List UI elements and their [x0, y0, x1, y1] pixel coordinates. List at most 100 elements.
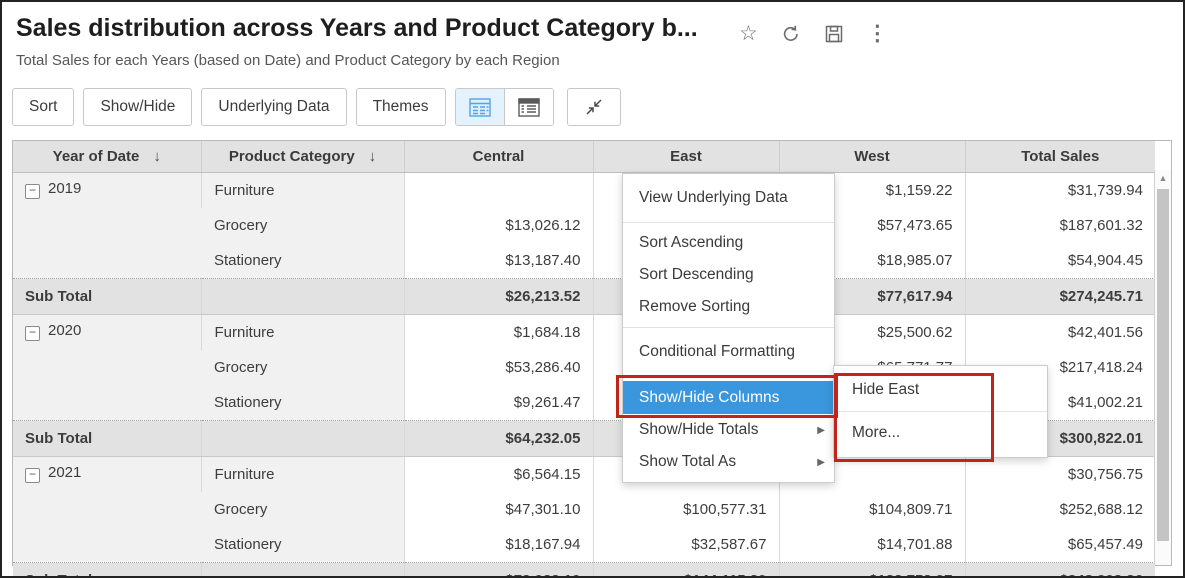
themes-button[interactable]: Themes — [355, 88, 446, 126]
view-toggle-group — [454, 88, 554, 126]
menu-separator — [623, 376, 834, 377]
context-menu-item-label: Sort Ascending — [639, 234, 744, 251]
category-cell[interactable]: Stationery — [201, 385, 404, 421]
category-cell[interactable]: Stationery — [201, 243, 404, 279]
table-row: −2021 Furniture $6,564.15 $30,756.75 — [13, 456, 1155, 563]
column-header-central[interactable]: Central — [403, 141, 593, 173]
context-menu-item-label: Remove Sorting — [639, 298, 751, 315]
value-cell-west[interactable]: $25,500.62 — [778, 314, 965, 350]
category-cell[interactable]: Stationery — [201, 527, 404, 563]
column-header-east[interactable]: East — [592, 141, 779, 173]
table-row: Stationery $18,167.94 $32,587.67 $14,701.88… — [13, 527, 1155, 563]
collapse-arrows-icon — [584, 97, 604, 117]
column-header-product-category[interactable]: Product Category ↓ — [200, 141, 404, 173]
context-menu-item-remove-sorting[interactable]: Remove Sorting — [623, 291, 834, 323]
subtotal-value-total[interactable]: $348,902.36 — [964, 562, 1155, 576]
value-cell-total[interactable]: $252,688.12 — [964, 492, 1155, 527]
context-menu-item-view-underlying-data[interactable]: View Underlying Data — [623, 178, 834, 218]
context-menu-item-label: Show/Hide Columns — [639, 389, 780, 406]
toolbar: Sort Show/Hide Underlying Data Themes — [12, 88, 621, 126]
value-cell-central[interactable]: $53,286.40 — [403, 350, 593, 385]
scroll-up-icon[interactable]: ▲ — [1158, 173, 1168, 183]
value-cell-central[interactable]: $47,301.10 — [403, 492, 593, 527]
column-header-total-sales[interactable]: Total Sales — [964, 141, 1155, 173]
value-cell-total[interactable]: $30,756.75 — [964, 456, 1155, 492]
value-cell-west[interactable]: $14,701.88 — [778, 527, 965, 563]
category-cell[interactable]: Furniture — [200, 172, 404, 208]
value-cell-east[interactable]: $100,577.31 — [592, 492, 779, 527]
year-label: 2019 — [48, 180, 82, 197]
column-header-label: West — [854, 148, 890, 165]
collapse-all-button[interactable] — [566, 88, 621, 126]
context-menu-item-conditional-formatting[interactable]: Conditional Formatting — [623, 332, 834, 372]
refresh-icon[interactable] — [781, 24, 801, 44]
value-cell-central[interactable] — [403, 172, 593, 208]
year-cell[interactable]: −2019 — [13, 172, 201, 279]
column-header-label: Total Sales — [1021, 148, 1100, 165]
value-cell-west[interactable]: $104,809.71 — [778, 492, 965, 527]
page-title: Sales distribution across Years and Prod… — [16, 14, 698, 42]
subtotal-value-east[interactable]: $144,115.20 — [592, 562, 779, 576]
category-cell[interactable]: Grocery — [201, 492, 404, 527]
category-cell[interactable]: Grocery — [201, 208, 404, 243]
favorite-icon[interactable]: ☆ — [739, 22, 758, 45]
sort-descending-icon: ↓ — [153, 148, 161, 165]
column-header-label: East — [670, 148, 702, 165]
value-cell-total[interactable]: $42,401.56 — [964, 314, 1155, 350]
submenu-item-more-[interactable]: More... — [852, 424, 901, 441]
value-cell-central[interactable]: $13,026.12 — [403, 208, 593, 243]
context-menu-item-label: Sort Descending — [639, 266, 754, 283]
value-cell-central[interactable]: $1,684.18 — [403, 314, 593, 350]
subtotal-value-central[interactable]: $26,213.52 — [403, 278, 593, 315]
more-options-icon[interactable]: ⋮ — [866, 22, 888, 45]
context-menu-item-show-hide-totals[interactable]: Show/Hide Totals ▶ — [623, 414, 834, 446]
column-header-year-of-date[interactable]: Year of Date ↓ — [13, 141, 201, 173]
value-cell-central[interactable]: $6,564.15 — [403, 456, 593, 492]
value-cell-central[interactable]: $9,261.47 — [403, 385, 593, 421]
save-icon[interactable] — [824, 24, 844, 44]
context-menu-item-sort-descending[interactable]: Sort Descending — [623, 259, 834, 291]
underlying-data-button[interactable]: Underlying Data — [201, 88, 347, 126]
collapse-icon[interactable]: − — [25, 184, 40, 199]
subtotal-value-central[interactable]: $64,232.05 — [403, 420, 593, 457]
context-menu-item-show-total-as[interactable]: Show Total As ▶ — [623, 446, 834, 478]
sort-button[interactable]: Sort — [12, 88, 75, 126]
pivot-table-icon — [517, 97, 540, 117]
category-cell[interactable]: Grocery — [201, 350, 404, 385]
value-cell-total[interactable]: $54,904.45 — [964, 243, 1155, 279]
pivot-view-button[interactable] — [503, 89, 553, 125]
submenu-arrow-icon: ▶ — [817, 425, 825, 436]
column-header-west[interactable]: West — [778, 141, 965, 173]
grid-view-button[interactable] — [455, 89, 504, 125]
subtotal-value-total[interactable]: $274,245.71 — [964, 278, 1155, 315]
grid-table-icon — [468, 97, 491, 117]
value-cell-central[interactable]: $13,187.40 — [403, 243, 593, 279]
year-cell[interactable]: −2021 — [13, 456, 201, 563]
submenu-item-hide-east[interactable]: Hide East — [852, 381, 920, 398]
table-row: −2020 Furniture $1,684.18 $25,500.62 $42,401… — [13, 314, 1155, 421]
context-menu-item-sort-ascending[interactable]: Sort Ascending — [623, 227, 834, 259]
scrollbar-thumb[interactable] — [1157, 189, 1169, 541]
value-cell-total[interactable]: $65,457.49 — [964, 527, 1155, 563]
category-cell[interactable]: Furniture — [200, 456, 404, 492]
subtotal-value-central[interactable]: $72,033.19 — [403, 562, 593, 576]
subtotal-label: Sub Total — [13, 420, 201, 457]
value-cell-total[interactable]: $187,601.32 — [964, 208, 1155, 243]
table-row: Grocery $47,301.10 $100,577.31 $104,809.71 $… — [13, 492, 1155, 527]
collapse-icon[interactable]: − — [25, 468, 40, 483]
value-cell-central[interactable]: $18,167.94 — [403, 527, 593, 563]
value-cell-total[interactable]: $31,739.94 — [964, 172, 1155, 208]
subtotal-value-west[interactable]: $132,753.97 — [778, 562, 965, 576]
header-action-icons: ☆ ⋮ — [739, 22, 888, 45]
menu-separator — [623, 222, 834, 223]
show-hide-button[interactable]: Show/Hide — [83, 88, 193, 126]
value-cell-east[interactable]: $32,587.67 — [592, 527, 779, 563]
collapse-icon[interactable]: − — [25, 326, 40, 341]
category-cell[interactable]: Furniture — [200, 314, 404, 350]
context-menu-item-show-hide-columns[interactable]: Show/Hide Columns — [623, 381, 834, 414]
year-cell[interactable]: −2020 — [13, 314, 201, 421]
subtotal-empty-cell — [200, 278, 404, 315]
show-hide-columns-submenu: Hide East More... — [833, 365, 1048, 458]
vertical-scrollbar[interactable]: ▲ — [1154, 170, 1171, 565]
context-menu-item-label: Show Total As — [639, 453, 737, 470]
